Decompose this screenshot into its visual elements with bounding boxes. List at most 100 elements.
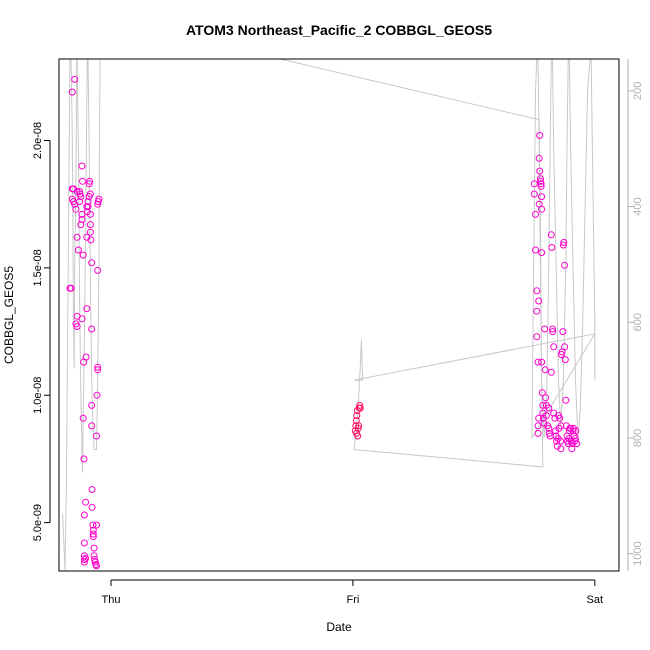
data-point: [84, 203, 92, 211]
pressure-trace: [62, 58, 596, 572]
data-point: [79, 177, 86, 185]
data-point: [80, 556, 88, 563]
data-point: [86, 221, 94, 229]
data-point: [549, 325, 556, 333]
data-point: [94, 200, 102, 208]
data-point: [572, 435, 579, 442]
plot-area: [62, 58, 596, 572]
data-point: [532, 210, 539, 218]
data-point: [72, 205, 80, 213]
data-point: [354, 424, 362, 432]
x-tick-label: Thu: [102, 594, 121, 606]
plot-frame: [58, 58, 620, 572]
data-point: [557, 422, 565, 430]
data-point: [93, 562, 100, 570]
data-point: [530, 180, 538, 188]
data-point: [561, 356, 569, 364]
data-point: [94, 363, 102, 371]
pressure-line: [62, 58, 596, 572]
data-point: [88, 259, 96, 267]
data-point: [85, 180, 93, 188]
y2-axis: 200 400 600 800 1000: [627, 59, 644, 571]
data-point: [80, 558, 88, 566]
data-point: [545, 404, 553, 412]
data-point: [94, 366, 102, 374]
data-point: [79, 251, 87, 259]
data-point: [89, 530, 97, 538]
data-point: [535, 414, 543, 422]
data-point: [532, 246, 539, 254]
data-point: [538, 389, 546, 397]
data-point: [86, 228, 94, 236]
data-point: [73, 233, 81, 241]
data-point: [537, 177, 545, 185]
data-point: [547, 368, 555, 376]
data-point: [356, 404, 364, 412]
data-point: [67, 284, 75, 292]
data-point: [84, 198, 92, 206]
y-axis: 5.0e-09 1.0e-08 1.5e-08 2.0e-08: [32, 122, 51, 541]
data-point: [68, 88, 76, 96]
y-tick-label: 1.0e-08: [32, 377, 44, 414]
y-tick-label: 2.0e-08: [32, 122, 44, 159]
data-point: [94, 266, 102, 274]
data-point: [354, 432, 362, 440]
data-point: [537, 182, 545, 190]
x-tick-label: Fri: [346, 594, 359, 606]
data-point: [535, 154, 543, 162]
data-point: [535, 297, 543, 305]
data-point: [547, 231, 555, 239]
data-point: [73, 323, 81, 330]
data-point: [77, 221, 85, 229]
data-point: [79, 414, 87, 422]
data-point: [548, 244, 556, 251]
data-point: [88, 325, 96, 333]
data-point: [95, 195, 103, 203]
data-point: [353, 412, 361, 420]
data-point: [82, 353, 90, 361]
data-point: [80, 455, 88, 463]
data-point: [91, 558, 99, 566]
data-point: [93, 521, 100, 529]
data-point: [83, 305, 91, 313]
data-point: [90, 544, 98, 552]
data-point: [86, 190, 94, 198]
data-point: [82, 498, 90, 506]
data-point: [356, 401, 364, 409]
data-point: [542, 394, 550, 402]
data-point: [534, 358, 542, 366]
data-point: [88, 401, 96, 409]
data-point: [88, 422, 96, 430]
y2-tick-label: 400: [632, 197, 644, 215]
data-point: [71, 75, 79, 83]
data-point: [561, 261, 569, 269]
data-point: [86, 210, 94, 218]
data-point: [78, 216, 86, 223]
y2-tick-label: 800: [632, 429, 644, 447]
data-point: [88, 503, 96, 511]
data-point: [533, 307, 541, 315]
data-point: [86, 177, 94, 185]
data-point: [533, 287, 541, 295]
data-point: [80, 511, 88, 519]
data-point: [538, 205, 546, 213]
data-point: [93, 432, 100, 440]
data-point: [80, 539, 88, 547]
data-point: [88, 486, 96, 493]
data-point: [82, 554, 90, 562]
data-point: [74, 246, 82, 254]
data-point: [538, 193, 546, 201]
data-point: [550, 343, 558, 351]
data-point: [534, 422, 542, 430]
data-point: [536, 131, 544, 139]
data-point: [90, 552, 98, 560]
data-point: [557, 437, 564, 445]
data-point: [78, 162, 86, 170]
data-point: [559, 241, 567, 249]
data-point: [536, 175, 544, 183]
data-point: [355, 422, 363, 430]
data-point: [89, 533, 97, 541]
data-point: [561, 343, 569, 351]
data-point: [549, 328, 557, 336]
